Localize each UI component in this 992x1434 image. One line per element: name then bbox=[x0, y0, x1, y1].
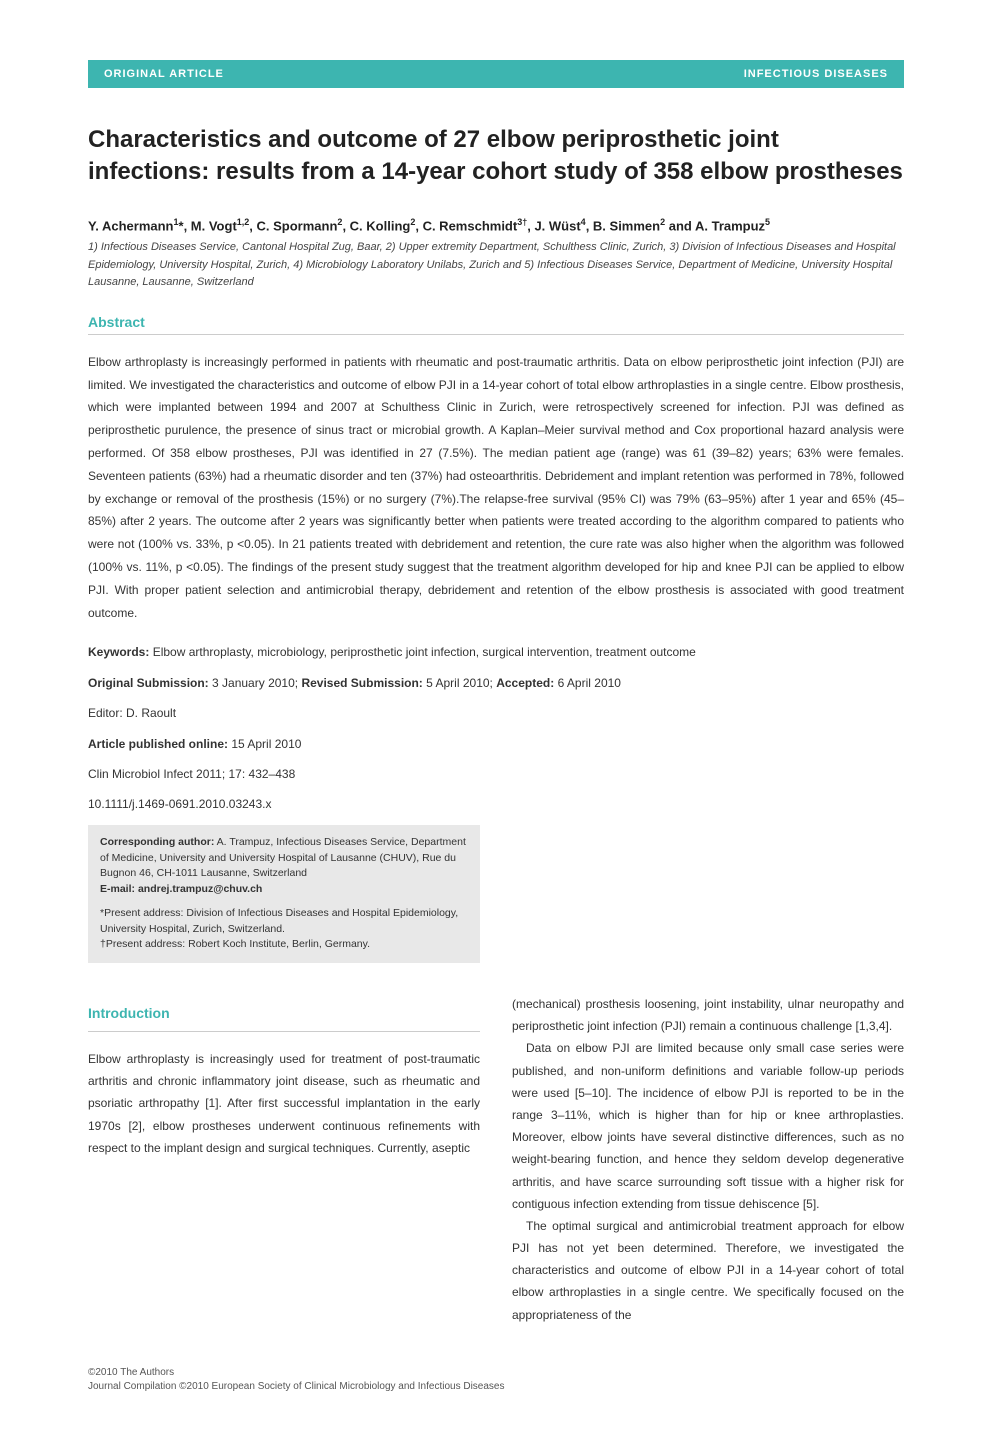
copyright-line-1: ©2010 The Authors bbox=[88, 1366, 904, 1380]
authors-line: Y. Achermann1*, M. Vogt1,2, C. Spormann2… bbox=[88, 217, 904, 233]
present-address-2: †Present address: Robert Koch Institute,… bbox=[100, 937, 468, 953]
present-address-1: *Present address: Division of Infectious… bbox=[100, 906, 468, 938]
corresponding-label: Corresponding author: bbox=[100, 836, 214, 848]
original-submission-date: 3 January 2010; bbox=[212, 676, 298, 690]
submission-line: Original Submission: 3 January 2010; Rev… bbox=[88, 673, 904, 693]
doi-line: 10.1111/j.1469-0691.2010.03243.x bbox=[88, 794, 904, 814]
intro-paragraph-3: The optimal surgical and antimicrobial t… bbox=[512, 1215, 904, 1326]
keywords-text: Elbow arthroplasty, microbiology, peripr… bbox=[153, 645, 696, 659]
editor-line: Editor: D. Raoult bbox=[88, 703, 904, 723]
email-label: E-mail: bbox=[100, 883, 135, 895]
published-label: Article published online: bbox=[88, 737, 228, 751]
column-right: (mechanical) prosthesis loosening, joint… bbox=[512, 993, 904, 1326]
intro-paragraph-1: Elbow arthroplasty is increasingly used … bbox=[88, 1048, 480, 1159]
page: ORIGINAL ARTICLE INFECTIOUS DISEASES Cha… bbox=[0, 0, 992, 1434]
keywords-line: Keywords: Elbow arthroplasty, microbiolo… bbox=[88, 642, 904, 662]
published-date: 15 April 2010 bbox=[231, 737, 301, 751]
intro-paragraph-2: Data on elbow PJI are limited because on… bbox=[512, 1037, 904, 1215]
copyright-line-2: Journal Compilation ©2010 European Socie… bbox=[88, 1380, 904, 1394]
abstract-body: Elbow arthroplasty is increasingly perfo… bbox=[88, 351, 904, 625]
section-label: INFECTIOUS DISEASES bbox=[744, 68, 888, 80]
header-bar: ORIGINAL ARTICLE INFECTIOUS DISEASES bbox=[88, 60, 904, 88]
corresponding-author-box: Corresponding author: A. Trampuz, Infect… bbox=[88, 825, 480, 963]
citation-line: Clin Microbiol Infect 2011; 17: 432–438 bbox=[88, 764, 904, 784]
article-type-label: ORIGINAL ARTICLE bbox=[104, 68, 224, 80]
original-submission-label: Original Submission: bbox=[88, 676, 209, 690]
article-title: Characteristics and outcome of 27 elbow … bbox=[88, 124, 904, 189]
accepted-label: Accepted: bbox=[496, 676, 554, 690]
intro-paragraph-1-cont: (mechanical) prosthesis loosening, joint… bbox=[512, 993, 904, 1037]
revised-submission-label: Revised Submission: bbox=[301, 676, 422, 690]
affiliations: 1) Infectious Diseases Service, Cantonal… bbox=[88, 239, 904, 292]
revised-submission-date: 5 April 2010; bbox=[426, 676, 493, 690]
email-value: andrej.trampuz@chuv.ch bbox=[138, 883, 262, 895]
corresponding-email-line: E-mail: andrej.trampuz@chuv.ch bbox=[100, 882, 468, 898]
keywords-label: Keywords: bbox=[88, 645, 149, 659]
introduction-heading: Introduction bbox=[88, 1001, 480, 1032]
footer: ©2010 The Authors Journal Compilation ©2… bbox=[88, 1366, 904, 1394]
published-line: Article published online: 15 April 2010 bbox=[88, 734, 904, 754]
accepted-date: 6 April 2010 bbox=[558, 676, 621, 690]
abstract-heading: Abstract bbox=[88, 314, 904, 335]
column-left: Introduction Elbow arthroplasty is incre… bbox=[88, 993, 480, 1326]
corresponding-main: Corresponding author: A. Trampuz, Infect… bbox=[100, 835, 468, 882]
body-columns: Introduction Elbow arthroplasty is incre… bbox=[88, 993, 904, 1326]
